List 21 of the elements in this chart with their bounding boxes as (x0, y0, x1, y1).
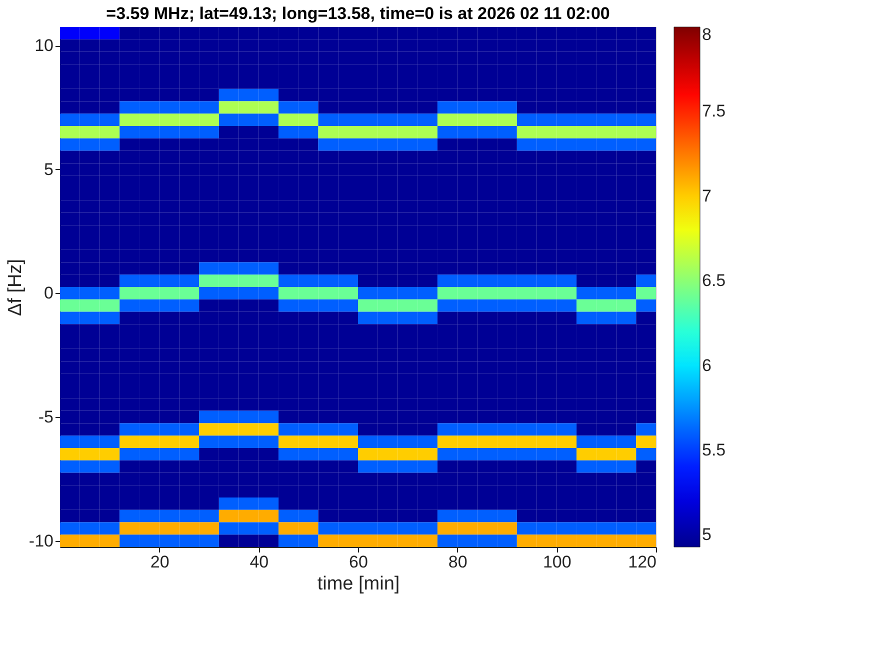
x-tick-label: 100 (542, 552, 572, 572)
y-tick-label: 10 (34, 36, 54, 56)
x-tick-label: 40 (250, 552, 269, 572)
color-bar-label: 8 (702, 25, 712, 44)
x-axis-title: time [min] (317, 574, 400, 594)
y-tick-label: -10 (28, 531, 54, 550)
y-tick-label: -5 (38, 408, 54, 426)
x-tick-label: 80 (448, 552, 468, 572)
x-tick-label: 120 (628, 552, 656, 572)
color-bar-label: 7 (702, 186, 712, 206)
x-tick-label: 60 (349, 552, 368, 572)
y-tick-label: 0 (44, 284, 54, 303)
color-bar-label: 7.5 (702, 102, 726, 121)
x-tick-label: 20 (150, 552, 170, 572)
color-bar-label: 6 (702, 356, 712, 375)
color-bar-label: 5.5 (702, 440, 726, 460)
color-bar-label: 5 (702, 525, 712, 544)
y-axis-title: Δf [Hz] (4, 258, 26, 316)
y-tick-label: 5 (44, 160, 54, 179)
color-bar-label: 6.5 (702, 271, 726, 290)
chart-title: =3.59 MHz; lat=49.13; long=13.58, time=0 is at 2026 02 11 02:00 (106, 4, 610, 23)
